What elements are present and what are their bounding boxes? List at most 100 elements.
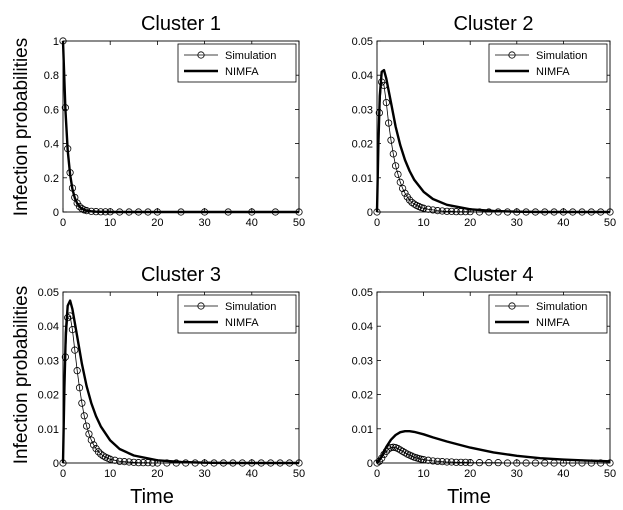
cluster-1-simulation-point bbox=[144, 208, 152, 216]
cluster-3-simulation-point bbox=[229, 459, 237, 467]
cluster-4-simulation-point bbox=[578, 459, 586, 467]
cluster-3-simulation-point bbox=[201, 459, 209, 467]
cluster-2-simulation-point bbox=[503, 208, 512, 216]
cluster-3-simulation-point bbox=[144, 459, 152, 467]
cluster-3-title: Cluster 3 bbox=[141, 264, 221, 286]
cluster-2-simulation-point bbox=[522, 208, 530, 216]
cluster-1-xtick-label: 0 bbox=[60, 217, 66, 229]
cluster-4-legend: Simulation NIMFA bbox=[488, 294, 608, 334]
cluster-2-simulation-point bbox=[401, 189, 409, 197]
ylabel-top: Infection probabilities bbox=[11, 38, 32, 217]
cluster-3-simulation-point bbox=[73, 367, 81, 375]
cluster-1-xtick-label: 20 bbox=[151, 217, 163, 229]
cluster-1-legend-box bbox=[177, 43, 297, 83]
cluster-4-simulation-point bbox=[606, 459, 614, 467]
cluster-3-simulation-point bbox=[83, 422, 91, 430]
cluster-3-simulation-point bbox=[134, 459, 143, 467]
cluster-4-ytick-label: 0.01 bbox=[352, 424, 373, 436]
cluster-4-simulation-point bbox=[378, 454, 386, 462]
cluster-2-ytick-label: 0 bbox=[367, 207, 373, 219]
cluster-4-panel: Cluster 4 0 10 20 30 40 50 0 0.01 0.02 0.03 0.04 0.0… bbox=[352, 264, 617, 480]
cluster-4-simulation-point bbox=[438, 458, 446, 466]
cluster-2-simulation-point bbox=[438, 207, 446, 215]
cluster-1-simulation-point bbox=[295, 208, 303, 216]
cluster-4-ytick-label: 0.04 bbox=[352, 321, 373, 333]
cluster-2-xtick-label: 30 bbox=[511, 217, 523, 229]
cluster-4-legend-nimfa-label: NIMFA bbox=[536, 317, 570, 329]
cluster-1-xtick-label: 50 bbox=[293, 217, 305, 229]
cluster-4-xtick-label: 20 bbox=[464, 468, 476, 480]
cluster-3-simulation-point bbox=[172, 459, 180, 467]
cluster-3-xtick-label: 40 bbox=[246, 468, 258, 480]
cluster-2-legend-simulation-label: Simulation bbox=[536, 50, 587, 62]
cluster-2-simulation-point bbox=[380, 81, 388, 90]
cluster-2-simulation-point bbox=[382, 98, 390, 107]
cluster-4-simulation-point bbox=[494, 459, 502, 467]
cluster-4-simulation-point bbox=[522, 459, 530, 467]
cluster-2-simulation-point bbox=[587, 208, 595, 216]
cluster-2-ytick-label: 0.04 bbox=[352, 70, 373, 82]
cluster-2-simulation-point bbox=[597, 208, 605, 216]
cluster-2-xtick-label: 50 bbox=[604, 217, 616, 229]
cluster-2-legend-simulation-marker bbox=[508, 51, 516, 59]
cluster-1-title: Cluster 1 bbox=[141, 13, 221, 35]
cluster-4-simulation-point bbox=[550, 459, 558, 467]
cluster-1-simulation-point bbox=[116, 208, 124, 216]
cluster-2-simulation-point bbox=[452, 208, 460, 216]
cluster-3-simulation-point bbox=[153, 459, 161, 467]
cluster-2-simulation-point bbox=[424, 205, 432, 213]
cluster-1-simulation-point bbox=[75, 202, 84, 211]
cluster-1-simulation-point bbox=[64, 145, 72, 153]
cluster-1-simulation-point bbox=[68, 184, 77, 192]
cluster-2-simulation-point bbox=[559, 208, 568, 216]
cluster-1-simulation-point bbox=[83, 207, 91, 215]
cluster-2-simulation-point bbox=[569, 208, 577, 216]
cluster-1-legend-simulation-label: Simulation bbox=[225, 50, 276, 62]
cluster-1-ytick-label: 0.4 bbox=[44, 139, 59, 151]
cluster-3-panel: Cluster 3 0 10 20 30 40 50 0 0.01 0.02 0.03 0.04 0.0… bbox=[38, 264, 306, 480]
cluster-4-xtick-label: 10 bbox=[417, 468, 429, 480]
cluster-4-legend-simulation-marker bbox=[508, 302, 516, 310]
cluster-2-simulation-point bbox=[399, 184, 407, 193]
cluster-3-xtick-label: 30 bbox=[198, 468, 210, 480]
cluster-4-simulation-point bbox=[475, 459, 484, 467]
cluster-2-xtick-label: 40 bbox=[557, 217, 569, 229]
cluster-4-ytick-label: 0.02 bbox=[352, 390, 373, 402]
cluster-3-simulation-point bbox=[125, 458, 133, 466]
cluster-2-simulation-point bbox=[513, 208, 521, 216]
cluster-1-xtick-label: 40 bbox=[246, 217, 258, 229]
cluster-4-simulation-point bbox=[466, 459, 474, 467]
cluster-3-simulation-point bbox=[219, 459, 228, 467]
cluster-3-legend-box bbox=[177, 294, 297, 334]
cluster-2-simulation-point bbox=[475, 208, 484, 216]
cluster-1-simulation-point bbox=[224, 208, 232, 216]
cluster-3-simulation-point bbox=[78, 399, 86, 407]
cluster-3-simulation-point bbox=[130, 458, 138, 466]
cluster-1-xtick-label: 30 bbox=[198, 217, 210, 229]
cluster-3-simulation-point bbox=[75, 384, 84, 392]
cluster-1-simulation-point bbox=[134, 208, 143, 216]
cluster-4-simulation-point bbox=[382, 447, 390, 455]
cluster-2-simulation-point bbox=[385, 119, 393, 127]
cluster-2-legend: Simulation NIMFA bbox=[488, 43, 608, 83]
cluster-4-simulation-point bbox=[503, 459, 512, 467]
cluster-2-simulation-point bbox=[541, 208, 549, 216]
cluster-3-simulation-point bbox=[64, 314, 72, 322]
cluster-3-xtick-label: 0 bbox=[60, 468, 66, 480]
cluster-3-legend-simulation-marker bbox=[197, 302, 205, 310]
cluster-3-simulation-point bbox=[267, 459, 275, 467]
cluster-1-ytick-label: 0 bbox=[53, 207, 59, 219]
cluster-2-panel: Cluster 2 0 10 20 30 40 50 0 0.01 0.02 0.03 0.04 0.0… bbox=[352, 13, 617, 229]
cluster-4-legend-simulation-label: Simulation bbox=[536, 301, 587, 313]
cluster-2-xtick-label: 20 bbox=[464, 217, 476, 229]
cluster-4-simulation-point bbox=[559, 459, 568, 467]
cluster-3-simulation-point bbox=[295, 459, 303, 467]
cluster-4-title: Cluster 4 bbox=[453, 264, 533, 286]
cluster-4-simulation-point bbox=[447, 458, 456, 466]
cluster-2-title: Cluster 2 bbox=[453, 13, 533, 35]
cluster-4-simulation-point bbox=[417, 455, 425, 463]
cluster-4-simulation-point bbox=[461, 458, 470, 466]
cluster-1-simulation-point bbox=[177, 208, 185, 216]
cluster-2-simulation-point bbox=[396, 178, 404, 186]
cluster-2-xtick-label: 0 bbox=[374, 217, 380, 229]
